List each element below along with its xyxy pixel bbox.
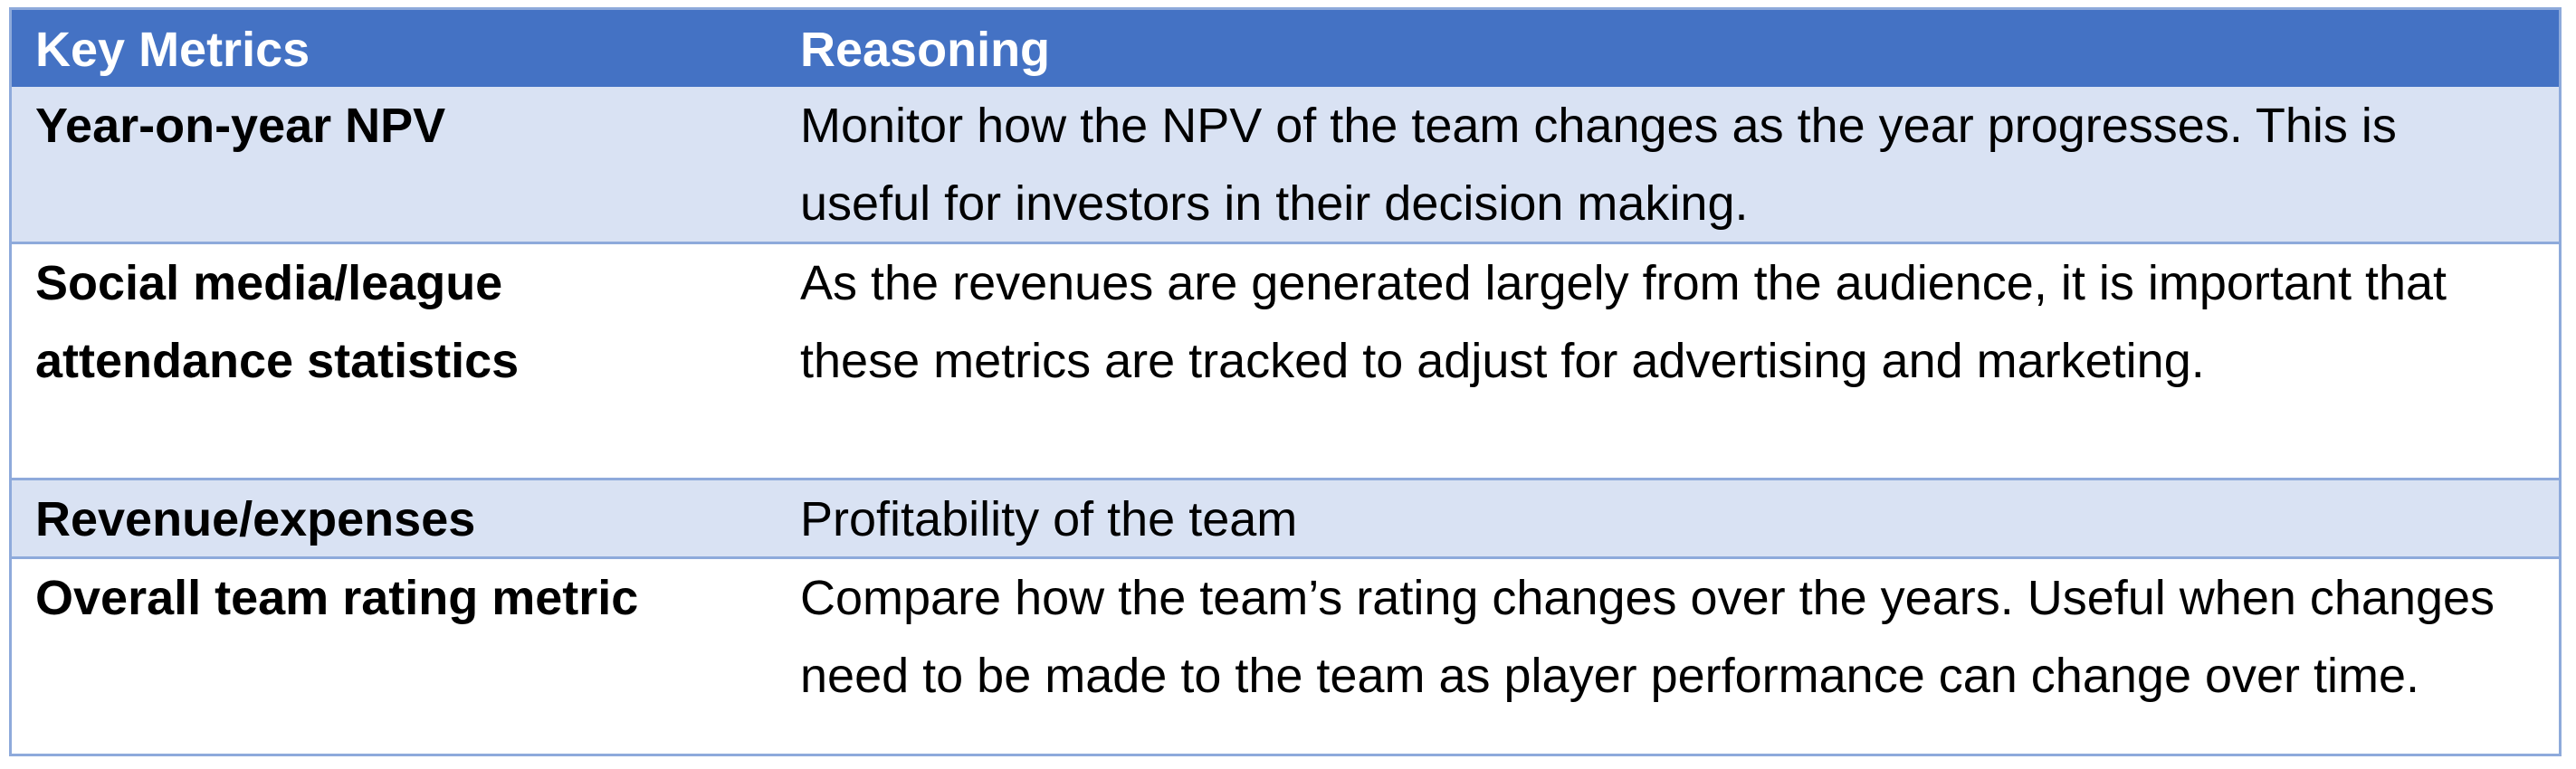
metric-cell-social-media: Social media/league attendance statistic… <box>12 242 777 478</box>
header-reasoning: Reasoning <box>777 10 2559 87</box>
reasoning-cell-npv: Monitor how the NPV of the team changes … <box>777 87 2559 242</box>
reasoning-cell-revenue-expenses: Profitability of the team <box>777 478 2559 556</box>
reasoning-cell-social-media: As the revenues are generated largely fr… <box>777 242 2559 478</box>
header-key-metrics: Key Metrics <box>12 10 777 87</box>
metric-cell-revenue-expenses: Revenue/expenses <box>12 478 777 556</box>
reasoning-cell-team-rating: Compare how the team’s rating changes ov… <box>777 556 2559 754</box>
metric-cell-team-rating: Overall team rating metric <box>12 556 777 754</box>
key-metrics-table: Key Metrics Reasoning Year-on-year NPV M… <box>9 7 2562 756</box>
metric-cell-npv: Year-on-year NPV <box>12 87 777 242</box>
